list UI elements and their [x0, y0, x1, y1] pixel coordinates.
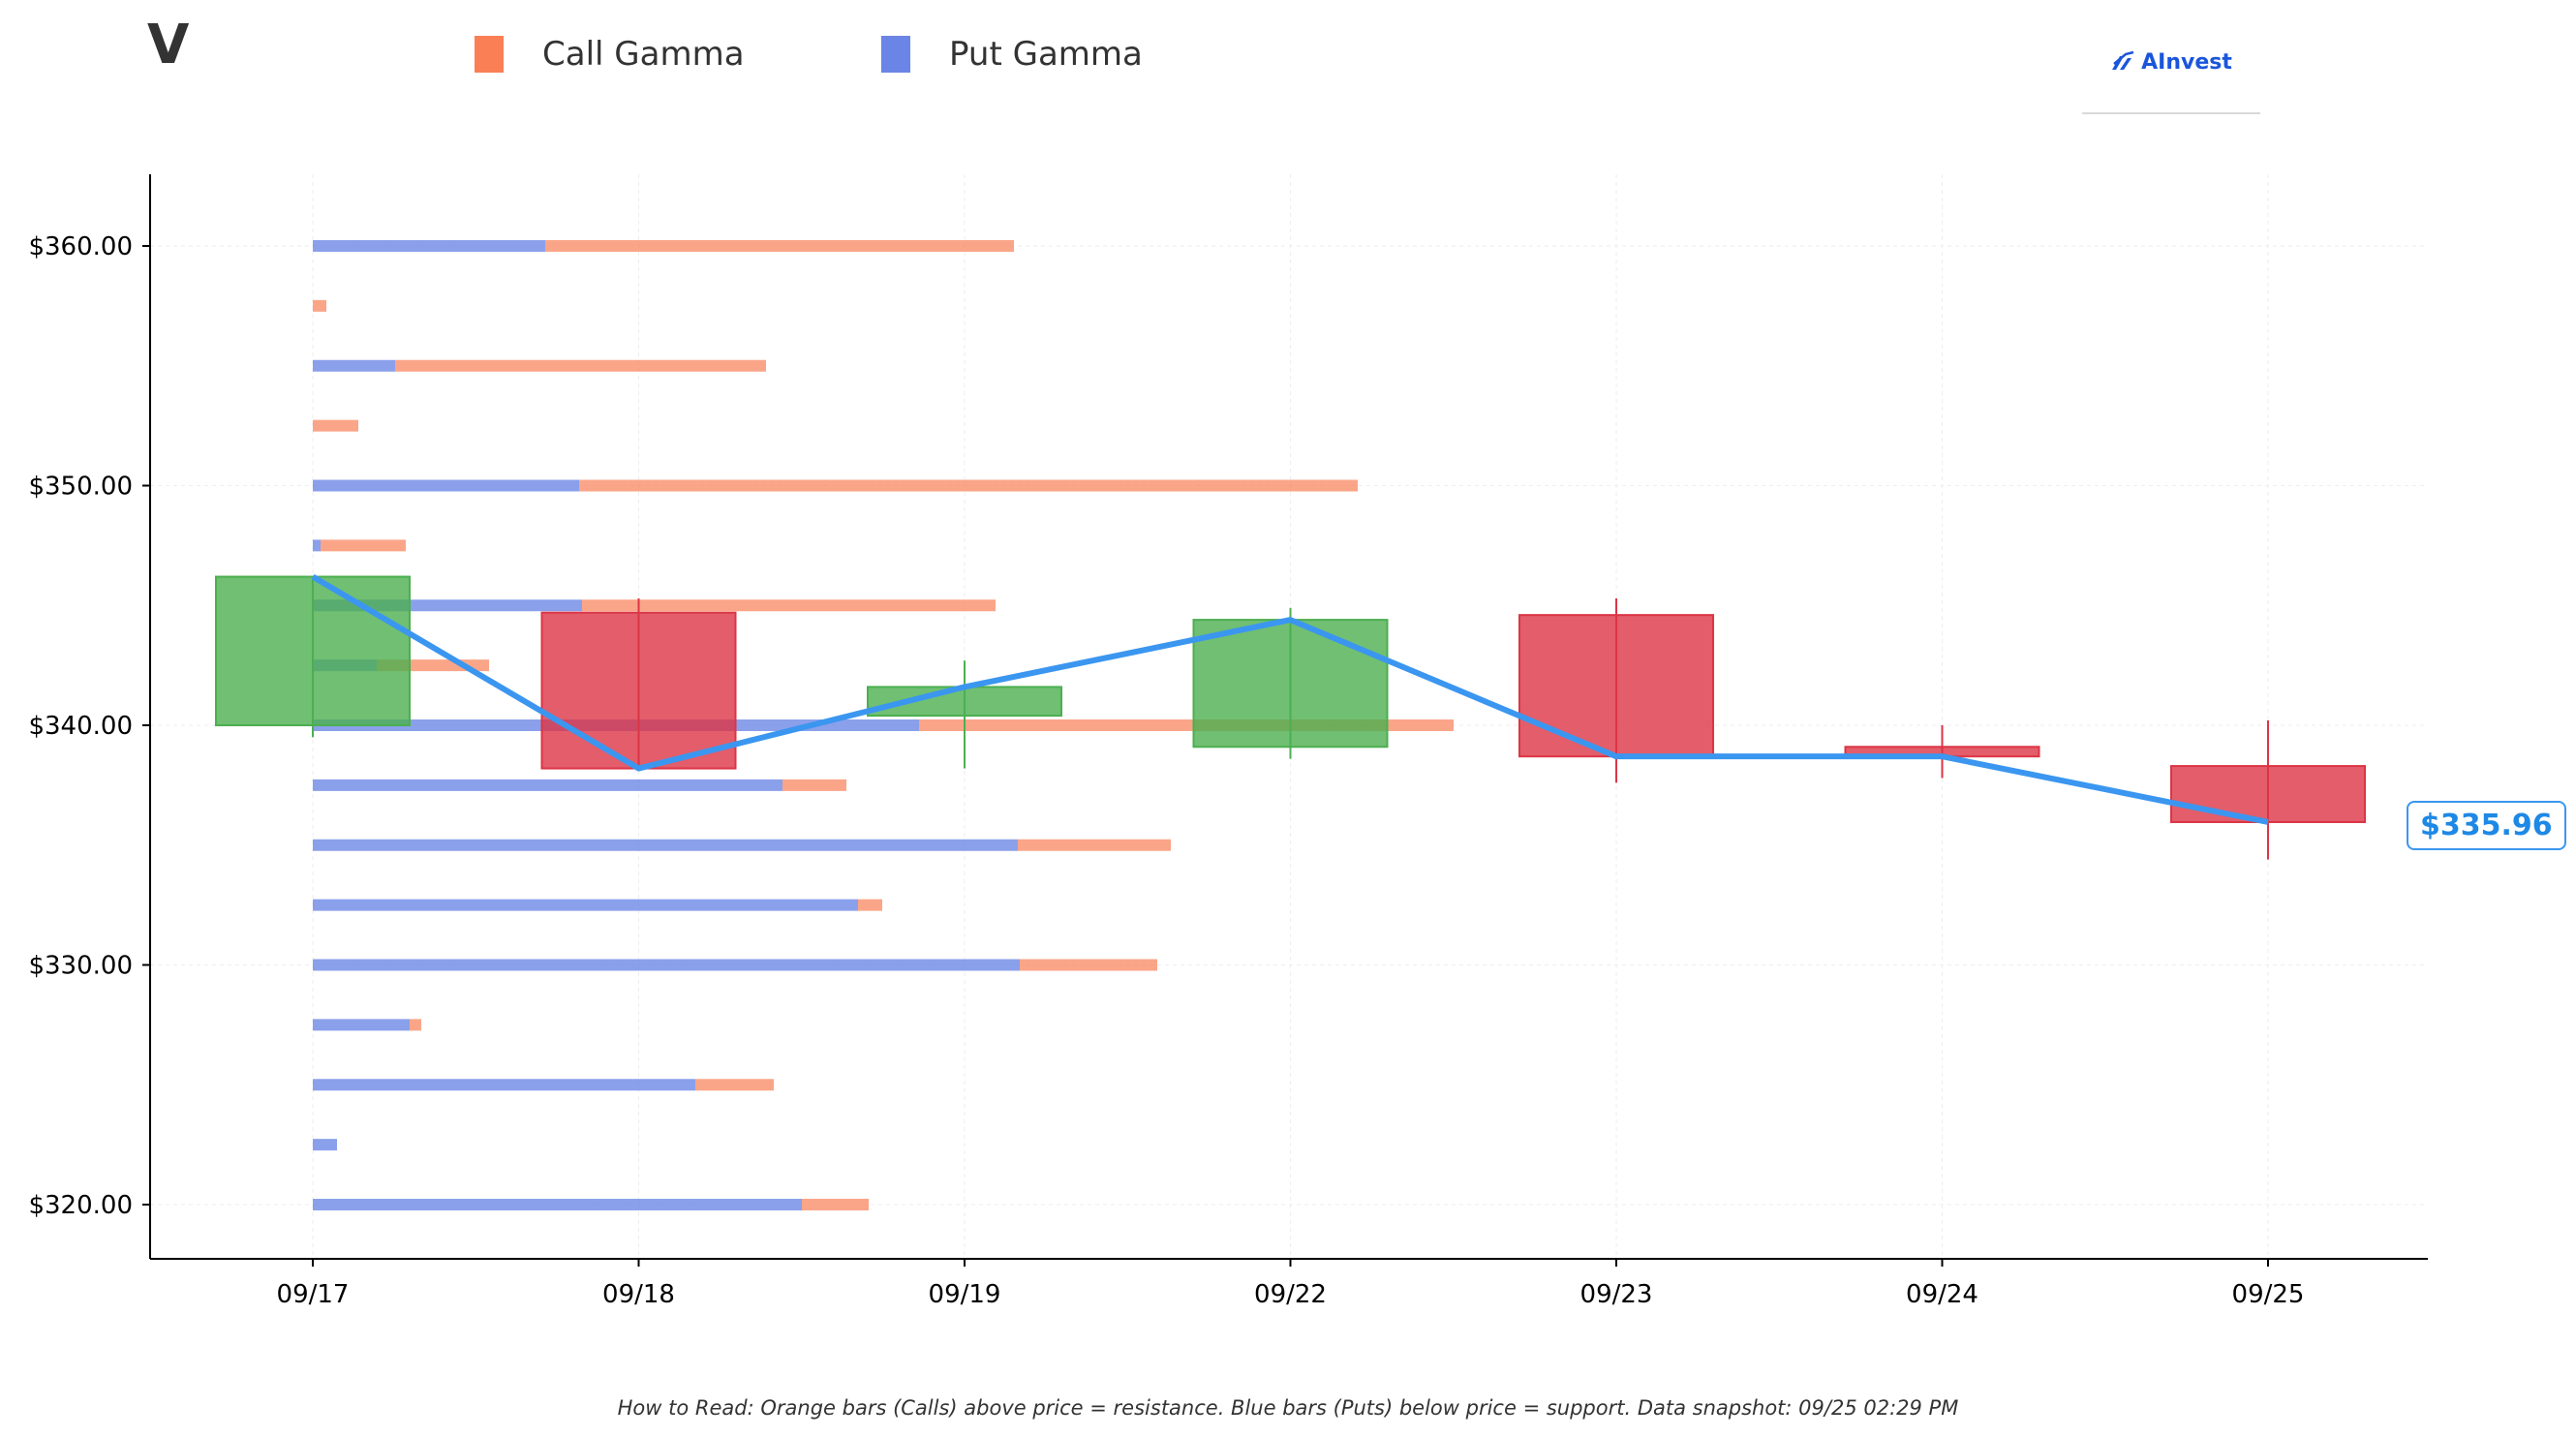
x-tick-label: 09/17 — [277, 1280, 350, 1309]
call-gamma-bar — [321, 539, 406, 552]
price-line — [311, 573, 2269, 825]
call-gamma-bar — [782, 779, 846, 791]
put-gamma-bar — [313, 959, 1020, 971]
legend-call-gamma-label: Call Gamma — [542, 35, 745, 74]
put-gamma-bar — [313, 359, 395, 372]
put-gamma-bar — [313, 899, 858, 911]
x-tick-label: 09/23 — [1580, 1280, 1653, 1309]
current-price-label: $335.96 — [2407, 801, 2566, 850]
call-gamma-bar — [579, 479, 1358, 492]
y-tick-label: $320.00 — [28, 1191, 133, 1220]
ticker-symbol: V — [147, 14, 190, 76]
call-gamma-bar — [802, 1199, 869, 1210]
candle-body — [1192, 619, 1389, 749]
legend-put-gamma: Put Gamma — [881, 35, 1143, 74]
candle-body — [1518, 614, 1714, 758]
call-gamma-bar — [410, 1019, 421, 1031]
call-gamma-bar — [545, 240, 1014, 252]
candle-body — [540, 611, 737, 770]
put-gamma-bar — [313, 779, 782, 791]
put-gamma-bar — [313, 479, 579, 492]
x-tick-label: 09/19 — [929, 1280, 1001, 1309]
call-gamma-bar — [858, 899, 882, 911]
y-tick-label: $360.00 — [28, 232, 133, 261]
put-gamma-swatch — [881, 36, 910, 73]
call-gamma-bar — [1018, 839, 1171, 851]
y-tick-label: $340.00 — [28, 712, 133, 741]
legend-put-gamma-label: Put Gamma — [949, 35, 1143, 74]
call-gamma-bar — [395, 359, 766, 372]
y-tick-label: $330.00 — [28, 952, 133, 981]
ainvest-logo-icon — [2112, 50, 2134, 70]
call-gamma-bar — [1020, 959, 1157, 971]
call-gamma-bar — [313, 419, 358, 432]
call-gamma-swatch — [475, 36, 504, 73]
logo-text: AInvest — [2141, 50, 2232, 75]
put-gamma-bar — [313, 539, 321, 552]
put-gamma-bar — [313, 839, 1018, 851]
put-gamma-bar — [313, 1139, 337, 1151]
call-gamma-bar — [695, 1079, 774, 1091]
ainvest-logo[interactable]: AInvest — [2082, 43, 2260, 114]
call-gamma-bar — [582, 599, 996, 612]
x-tick-label: 09/24 — [1906, 1280, 1978, 1309]
candle-body — [2170, 765, 2366, 823]
y-tick-label: $350.00 — [28, 473, 133, 502]
call-gamma-bar — [313, 299, 326, 312]
put-gamma-bar — [313, 1079, 695, 1091]
put-gamma-bar — [313, 1019, 410, 1031]
x-tick-label: 09/22 — [1254, 1280, 1327, 1309]
legend-call-gamma: Call Gamma — [475, 35, 745, 74]
put-gamma-bar — [313, 1199, 802, 1210]
candle-body — [215, 575, 411, 726]
x-tick-label: 09/25 — [2232, 1280, 2305, 1309]
how-to-read-note: How to Read: Orange bars (Calls) above p… — [617, 1396, 1959, 1420]
put-gamma-bar — [313, 240, 545, 252]
x-tick-label: 09/18 — [602, 1280, 675, 1309]
